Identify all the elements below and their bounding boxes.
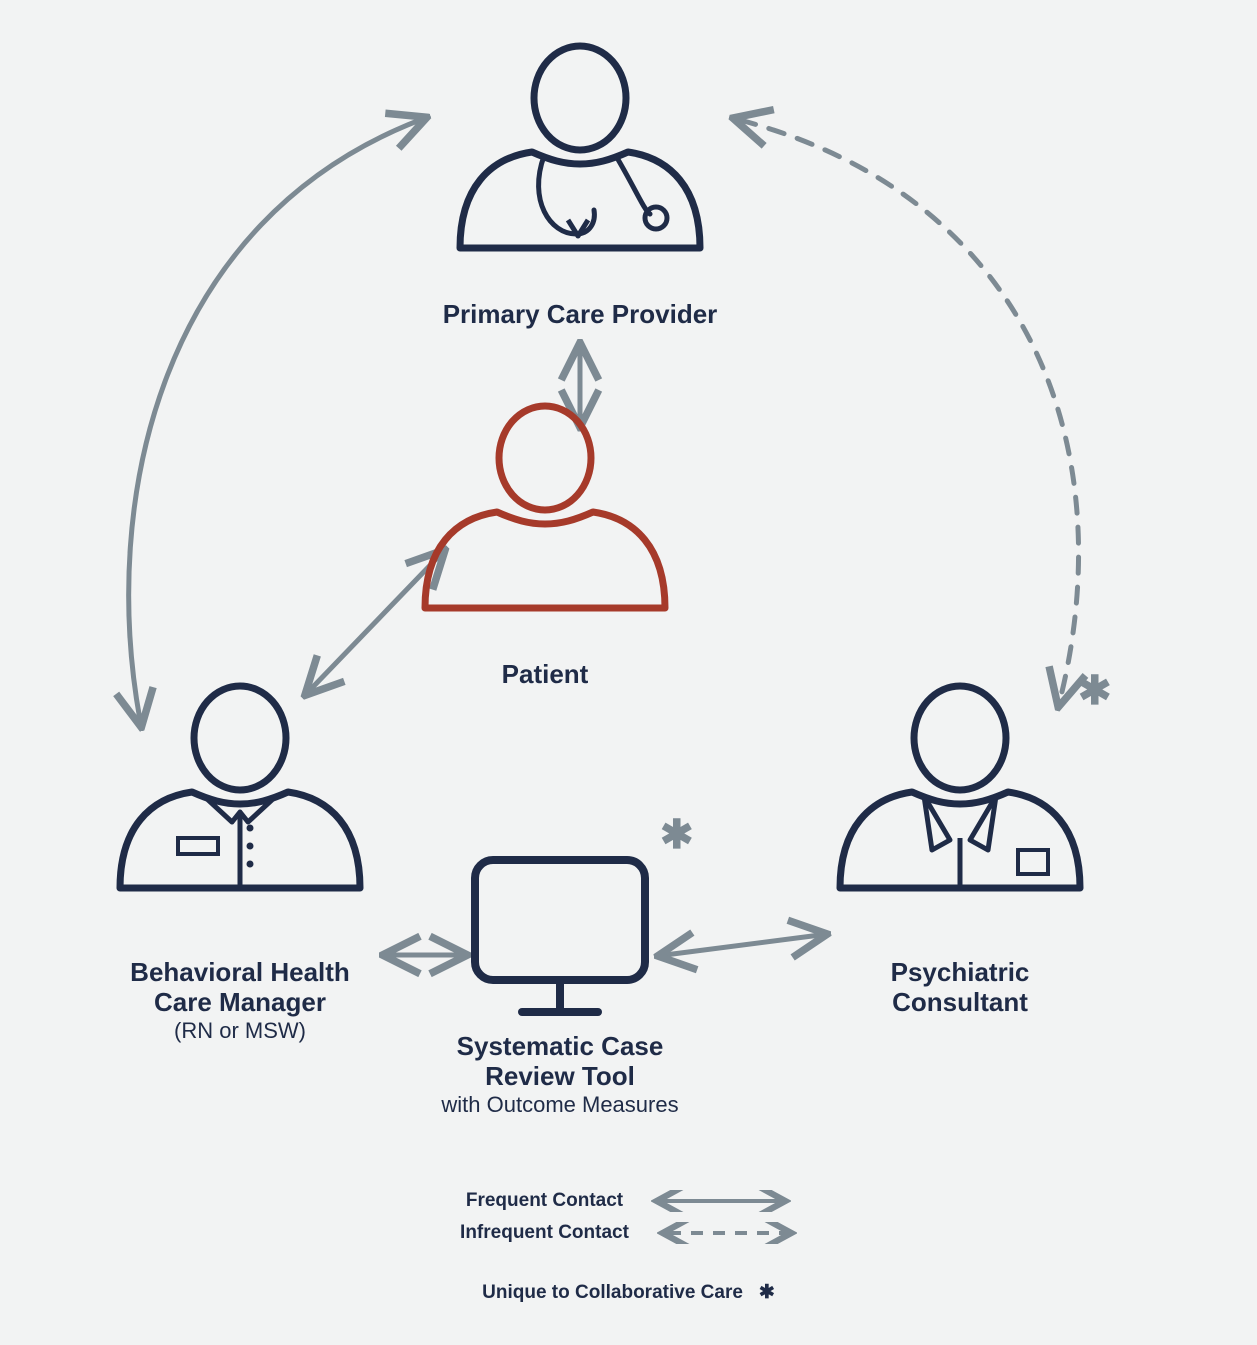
legend-infrequent-icon	[657, 1222, 797, 1244]
asterisk-icon: ✱	[759, 1282, 775, 1304]
tool-sub: with Outcome Measures	[370, 1092, 750, 1117]
pcp-label: Primary Care Provider	[0, 300, 1160, 330]
tool-title-2: Review Tool	[370, 1062, 750, 1092]
legend-infrequent: Infrequent Contact	[0, 1222, 1257, 1244]
pcp-title: Primary Care Provider	[0, 300, 1160, 330]
bhcm-title-2: Care Manager	[40, 988, 440, 1018]
bhcm-title-1: Behavioral Health	[40, 958, 440, 988]
legend-frequent-text: Frequent Contact	[466, 1190, 623, 1212]
psych-title-1: Psychiatric	[770, 958, 1150, 988]
patient-title: Patient	[0, 660, 1090, 690]
patient-label: Patient	[0, 660, 1090, 690]
legend-unique: Unique to Collaborative Care ✱	[0, 1282, 1257, 1304]
bhcm-label: Behavioral Health Care Manager (RN or MS…	[40, 958, 440, 1043]
asterisk-icon: ✱	[660, 813, 694, 857]
tool-title-1: Systematic Case	[370, 1032, 750, 1062]
legend-frequent-icon	[651, 1190, 791, 1212]
collaborative-care-diagram: ✱ ✱ Primary Care Provider Patient Behavio…	[0, 0, 1257, 1345]
psych-label: Psychiatric Consultant	[770, 958, 1150, 1018]
legend-frequent: Frequent Contact	[0, 1190, 1257, 1212]
legend-unique-text: Unique to Collaborative Care	[482, 1282, 743, 1304]
psych-title-2: Consultant	[770, 988, 1150, 1018]
legend-infrequent-text: Infrequent Contact	[460, 1222, 629, 1244]
tool-label: Systematic Case Review Tool with Outcome…	[370, 1032, 750, 1117]
